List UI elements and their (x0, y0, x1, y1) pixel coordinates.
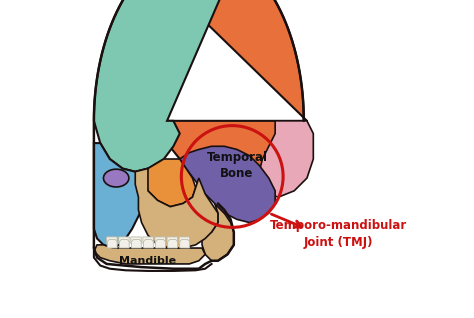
Polygon shape (107, 239, 117, 248)
Polygon shape (145, 159, 196, 207)
Polygon shape (119, 239, 129, 248)
Polygon shape (135, 169, 218, 248)
Text: Temporal
Bone: Temporal Bone (207, 151, 267, 180)
Polygon shape (167, 237, 178, 245)
Polygon shape (103, 169, 129, 187)
Polygon shape (180, 146, 275, 223)
Polygon shape (259, 121, 313, 197)
Polygon shape (94, 0, 237, 172)
Polygon shape (131, 237, 141, 245)
Polygon shape (180, 239, 190, 248)
Polygon shape (168, 239, 178, 248)
Polygon shape (155, 237, 165, 245)
Polygon shape (131, 239, 141, 248)
Text: Temporo-mandibular
Joint (TMJ): Temporo-mandibular Joint (TMJ) (270, 219, 407, 249)
Polygon shape (155, 239, 165, 248)
Polygon shape (144, 239, 154, 248)
Polygon shape (149, 0, 307, 181)
Polygon shape (107, 237, 117, 245)
Polygon shape (94, 245, 205, 264)
Polygon shape (94, 143, 148, 248)
Polygon shape (118, 237, 129, 245)
Polygon shape (202, 204, 234, 261)
Text: Mandible: Mandible (119, 256, 176, 266)
Polygon shape (179, 237, 190, 245)
Polygon shape (143, 237, 154, 245)
